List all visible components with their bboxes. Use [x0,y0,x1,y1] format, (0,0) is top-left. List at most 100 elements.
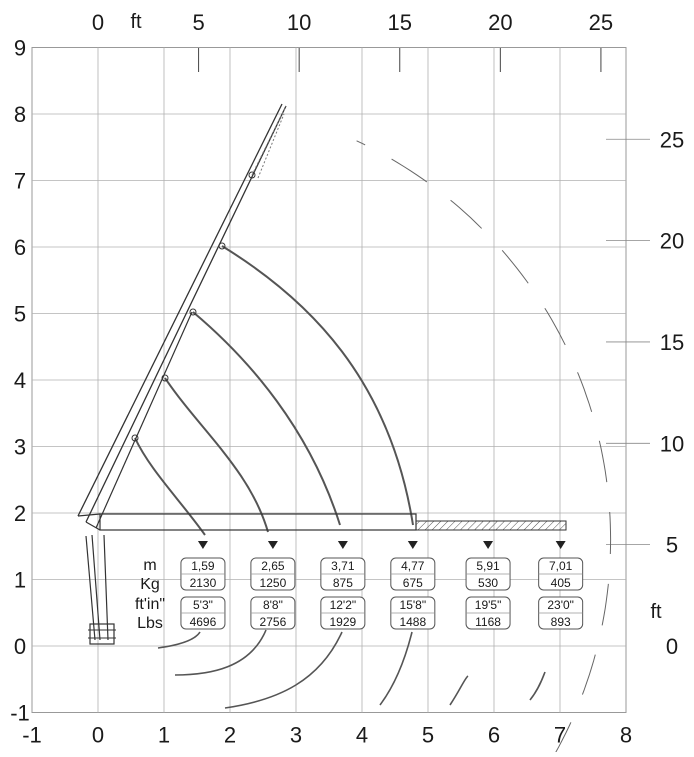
row-label-kg: Kg [140,576,160,593]
load-lbs-5: 1168 [475,615,501,629]
reach-ftin-5: 19'5" [475,598,502,612]
reach-ftin-3: 12'2" [330,598,357,612]
y-tick-label-ft: 0 [666,634,678,659]
reach-marker-2 [267,541,278,549]
y-tick-label-m: 4 [14,368,26,393]
x-tick-label-ft: 5 [192,10,204,35]
load-lbs-4: 1488 [399,615,426,629]
x-tick-label-m: 2 [224,723,236,748]
grid [31,47,627,713]
reach-m-5: 5,91 [476,559,500,573]
reach-curve-1 [134,437,206,536]
row-label-m: m [143,557,156,574]
lower-curve-5 [449,675,469,706]
reach-envelopes [134,140,612,757]
load-kg-4: 675 [403,576,423,590]
boom-joint-2 [161,374,169,382]
y-tick-label-ft: 25 [660,127,684,152]
load-kg-3: 875 [333,576,353,590]
x-tick-label-ft: 15 [388,10,412,35]
load-kg-6: 405 [551,576,571,590]
reach-ftin-6: 23'0" [547,598,574,612]
boom-outer-edge [77,103,283,517]
load-lbs-1: 4696 [190,615,217,629]
row-label-lbs: Lbs [137,615,163,632]
boom-joint-5 [248,171,256,179]
lower-curve-3 [224,631,343,709]
reach-m-1: 1,59 [191,559,215,573]
lower-curve-2 [174,629,267,676]
x-tick-label-ft: 25 [589,10,613,35]
y-tick-label-m: 5 [14,302,26,327]
reach-marker-1 [197,541,208,549]
y-tick-label-m: 1 [14,568,26,593]
boom-inner-edge [85,105,287,523]
reach-marker-6 [555,541,566,549]
horizontal-boom-tip [415,520,567,531]
x-tick-label-ft: 0 [92,10,104,35]
x-tick-label-m: 0 [92,723,104,748]
load-kg-1: 2130 [190,576,217,590]
reach-marker-5 [483,541,494,549]
x-tick-label-m: -1 [22,723,42,748]
reach-ftin-1: 5'3" [193,598,213,612]
y-tick-label-m: 2 [14,501,26,526]
x-tick-label-m: 8 [620,723,632,748]
y-tick-label-ft: 20 [660,229,684,254]
horizontal-boom [99,513,417,531]
crane-base [89,623,115,645]
y-tick-label-m: -1 [10,701,30,726]
crane-illustration [77,103,567,645]
boom-joint-4 [218,242,226,250]
x-tick-label-m: 1 [158,723,170,748]
row-label-ftin: ft'in" [135,596,165,613]
reach-marker-3 [337,541,348,549]
reach-m-4: 4,77 [401,559,425,573]
x-tick-label-ft: 10 [287,10,311,35]
outer-envelope-arc [356,140,612,757]
load-lbs-6: 893 [551,615,571,629]
y-tick-label-ft: 10 [660,431,684,456]
reach-m-6: 7,01 [549,559,573,573]
reach-ftin-4: 15'8" [400,598,427,612]
y-tick-label-m: 9 [14,36,26,61]
boom-joint-3 [189,308,197,316]
y-tick-label-m: 6 [14,235,26,260]
reach-curve-4 [221,245,414,526]
crane-base-detail [88,629,116,639]
boom-link [77,513,101,531]
reach-curve-3 [192,311,341,526]
load-lbs-3: 1929 [330,615,357,629]
reach-curve-2 [164,377,269,533]
load-lbs-2: 2756 [260,615,287,629]
crane-column [85,534,109,641]
reach-m-2: 2,65 [261,559,285,573]
lower-curve-6 [529,671,546,701]
x-tick-label-m: 7 [554,723,566,748]
load-table: m Kg ft'in" Lbs 1,59 2130 5'3" 4696 2,65 1250 8'8"… [135,541,584,632]
y-tick-label-ft: 15 [660,330,684,355]
y-tick-label-m: 8 [14,102,26,127]
reach-m-3: 3,71 [331,559,355,573]
reach-ftin-2: 8'8" [263,598,283,612]
y-tick-label-m: 0 [14,634,26,659]
y-tick-label-m: 3 [14,435,26,460]
boom-joint-1 [131,434,139,442]
x-tick-label-m: 4 [356,723,368,748]
x-tick-label-m: 6 [488,723,500,748]
lower-curve-4 [379,631,413,706]
x-unit-ft: ft [130,11,142,33]
axis-labels: -1 0 1 2 3 4 5 6 7 8 -1 0 1 2 3 4 5 6 7 8 9 [10,36,632,748]
reach-marker-4 [407,541,418,549]
boom-tip-hatch [251,105,287,179]
lower-curve-1 [157,631,201,649]
x-tick-label-m: 5 [422,723,434,748]
boom-underside [95,311,193,529]
x-tick-label-ft: 20 [488,10,512,35]
y-tick-label-ft: 5 [666,533,678,558]
y-tick-label-m: 7 [14,169,26,194]
y-unit-ft: ft [650,601,662,623]
